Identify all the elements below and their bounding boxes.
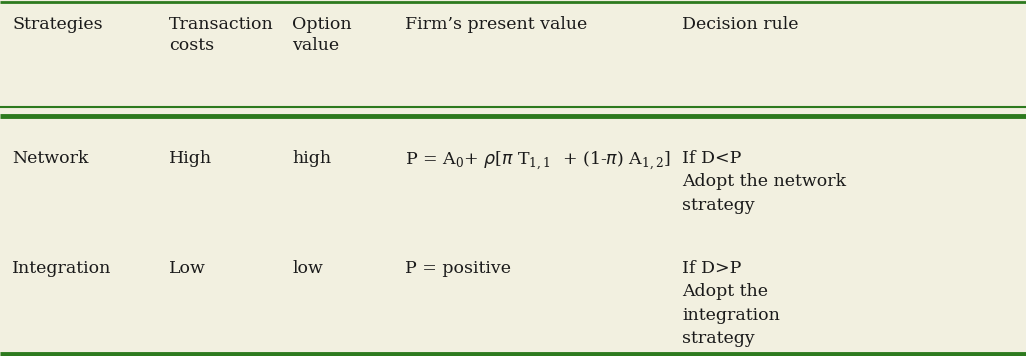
Text: P = positive: P = positive — [405, 260, 511, 277]
Text: Integration: Integration — [12, 260, 112, 277]
Text: High: High — [169, 150, 212, 167]
Text: If D>P
Adopt the
integration
strategy: If D>P Adopt the integration strategy — [682, 260, 780, 347]
Text: Transaction
costs: Transaction costs — [169, 16, 274, 54]
Text: high: high — [292, 150, 331, 167]
Text: Firm’s present value: Firm’s present value — [405, 16, 588, 33]
Text: Network: Network — [12, 150, 89, 167]
Text: Option
value: Option value — [292, 16, 352, 54]
Text: P = A$_\mathregular{0}$+ $\rho$[$\pi$ T$_\mathregular{1,1}$  + (1-$\pi$) A$_\mat: P = A$_\mathregular{0}$+ $\rho$[$\pi$ T$… — [405, 150, 671, 172]
Text: Decision rule: Decision rule — [682, 16, 799, 33]
Text: Low: Low — [169, 260, 206, 277]
Text: low: low — [292, 260, 323, 277]
Text: Strategies: Strategies — [12, 16, 103, 33]
Text: If D<P
Adopt the network
strategy: If D<P Adopt the network strategy — [682, 150, 846, 214]
